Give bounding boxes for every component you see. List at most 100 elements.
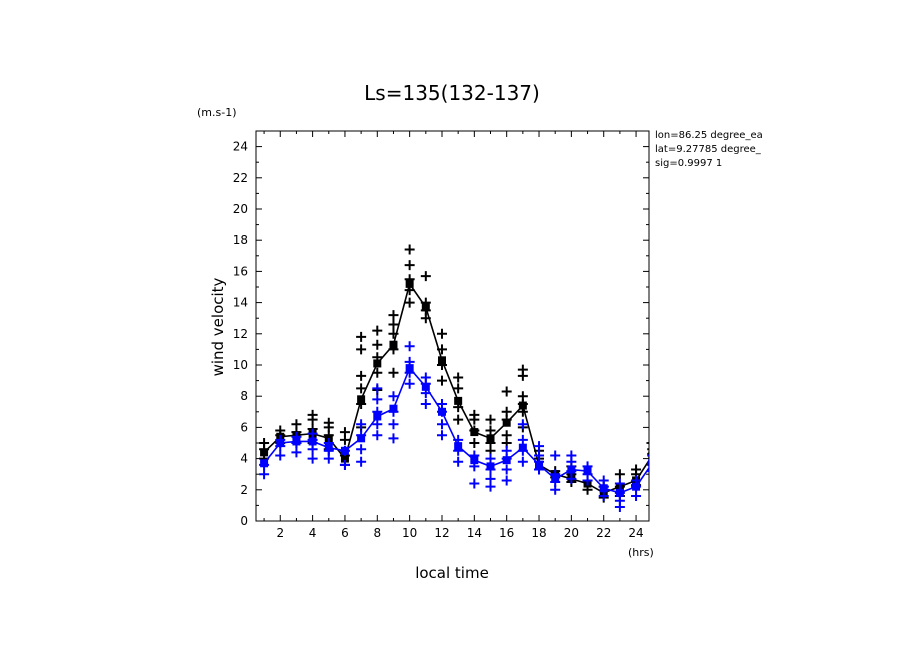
scatter-point (356, 331, 367, 342)
series-marker (373, 359, 382, 368)
series-marker (470, 428, 479, 437)
y-tick-label: 6 (240, 420, 248, 434)
scatter-point (372, 430, 383, 441)
scatter-point (501, 406, 512, 417)
x-tick-label: 2 (276, 526, 284, 540)
scatter-point (259, 469, 270, 480)
scatter-point (534, 441, 545, 452)
scatter-point (372, 339, 383, 350)
info-sig: sig=0.9997 1 (655, 158, 722, 169)
info-lat: lat=9.27785 degree_ (655, 144, 762, 155)
series-marker (340, 454, 349, 463)
series-marker (551, 474, 560, 483)
scatter-point (517, 434, 528, 445)
series-marker (535, 460, 544, 469)
series-marker (502, 456, 511, 465)
scatter-point (485, 425, 496, 436)
scatter-point (614, 469, 625, 480)
scatter-point (647, 448, 649, 451)
scatter-point (356, 344, 367, 355)
scatter-point (323, 417, 334, 428)
scatter-point (307, 444, 318, 455)
axis-ticks: 2 4 6 8 10 12 14 16 18 20 22 2402468101214161820222… (233, 131, 649, 540)
scatter-point (420, 271, 431, 282)
y-tick-label: 20 (233, 202, 248, 216)
scatter-point (291, 447, 302, 458)
chart-title: Ls=135(132-137) (364, 81, 540, 105)
series-marker (583, 467, 592, 476)
scatter-point (356, 444, 367, 455)
scatter-point (307, 453, 318, 464)
series-marker (373, 412, 382, 421)
series-marker (389, 340, 398, 349)
x-tick-label: 12 (434, 526, 449, 540)
y-tick-label: 8 (240, 389, 248, 403)
scatter-point (388, 310, 399, 321)
scatter-point (291, 419, 302, 430)
scatter-point (372, 367, 383, 378)
scatter-point (339, 427, 350, 438)
x-unit-label: (hrs) (628, 546, 654, 559)
y-tick-label: 2 (240, 483, 248, 497)
series-marker (486, 462, 495, 471)
scatter-point (404, 341, 415, 352)
scatter-point (436, 375, 447, 386)
scatter-point (631, 464, 642, 475)
scatter-point (388, 367, 399, 378)
y-tick-label: 16 (233, 264, 248, 278)
scatter-point (372, 325, 383, 336)
scatter-point (404, 260, 415, 271)
scatter-point (631, 491, 642, 502)
scatter-point (453, 383, 464, 394)
scatter-point (372, 383, 383, 394)
scatter-point (550, 450, 561, 461)
series-marker (518, 401, 527, 410)
x-tick-label: 8 (373, 526, 381, 540)
series-marker (340, 446, 349, 455)
x-tick-label: 10 (402, 526, 417, 540)
series-marker (357, 434, 366, 443)
scatter-point (388, 433, 399, 444)
x-tick-label: 4 (309, 526, 317, 540)
scatter-point (275, 450, 286, 461)
scatter-point (372, 394, 383, 405)
scatter-point (598, 491, 609, 502)
scatter-point (372, 419, 383, 430)
series-marker (324, 443, 333, 452)
y-tick-label: 10 (233, 358, 248, 372)
y-tick-label: 14 (233, 296, 248, 310)
scatter-point (517, 419, 528, 430)
scatter-point (647, 442, 649, 444)
x-tick-label: 16 (499, 526, 514, 540)
scatter-point (356, 419, 367, 430)
scatter-point (436, 430, 447, 441)
y-tick-label: 22 (233, 171, 248, 185)
scatter-point (647, 470, 649, 473)
plot-area (259, 244, 649, 512)
x-axis-label: local time (415, 564, 489, 582)
series-marker (260, 448, 269, 457)
x-tick-label: 22 (596, 526, 611, 540)
series-marker (389, 404, 398, 413)
series-marker (648, 459, 649, 468)
y-axis-label: wind velocity (209, 277, 227, 376)
series-marker (454, 442, 463, 451)
series-marker (421, 303, 430, 312)
series-marker (437, 407, 446, 416)
series-marker (260, 459, 269, 468)
series-marker (405, 279, 414, 288)
scatter-point (404, 244, 415, 255)
scatter-point (356, 370, 367, 381)
scatter-point (404, 378, 415, 389)
y-unit-label: (m.s-1) (197, 106, 237, 119)
scatter-point (501, 386, 512, 397)
x-tick-label: 24 (628, 526, 643, 540)
scatter-point (307, 428, 318, 439)
scatter-point (469, 478, 480, 489)
series-marker (308, 437, 317, 446)
scatter-point (501, 430, 512, 441)
chart-marks (259, 244, 649, 512)
scatter-point (647, 454, 649, 457)
series-marker (486, 434, 495, 443)
scatter-point (501, 445, 512, 456)
